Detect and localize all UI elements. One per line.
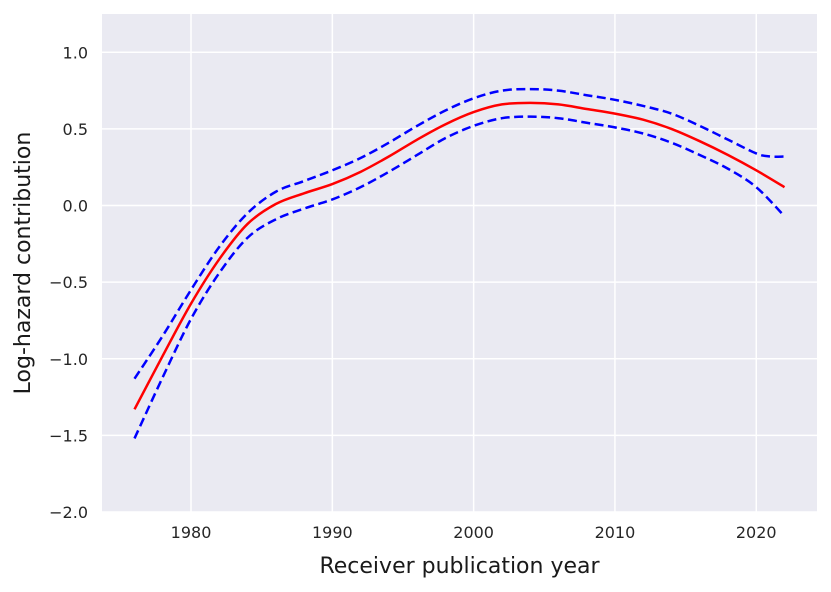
x-tick-label: 1980 [171,523,212,542]
plot-background [102,14,817,512]
x-tick-label: 2020 [736,523,777,542]
grid [102,14,817,513]
y-tick-label: 0.0 [63,197,88,216]
series-line-lower-bound [133,115,786,439]
y-tick-label: −1.5 [49,426,88,445]
y-tick-label: −2.0 [49,503,88,522]
y-tick-label: 0.5 [63,120,88,139]
x-axis-label: Receiver publication year [319,554,600,579]
series-group [133,87,786,439]
x-tick-label: 1990 [312,523,353,542]
y-tick-label: −0.5 [49,273,88,292]
x-tick-label: 2010 [595,523,636,542]
y-tick-label: −1.0 [49,350,88,369]
y-tick-label: 1.0 [63,43,88,62]
tick-labels: 1980 1990 2000 2010 2020 −2.0 −1.5 −1.0 −0.5 0.0 0… [49,43,776,542]
y-axis-label: Log-hazard contribution [11,132,36,395]
series-line-estimate [133,101,786,410]
x-tick-label: 2000 [453,523,494,542]
